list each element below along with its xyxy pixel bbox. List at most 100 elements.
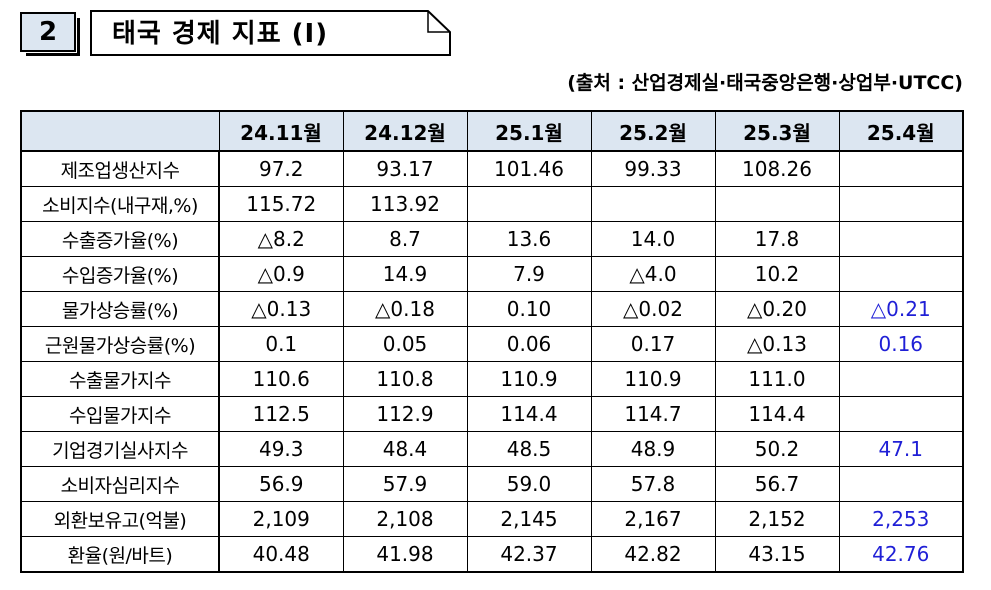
table-row: 근원물가상승률(%) 0.1 0.05 0.06 0.17 △0.13 0.16: [20, 326, 964, 362]
table-cell: 48.4: [342, 431, 468, 467]
header-cell-2024-11: 24.11월: [218, 110, 344, 152]
title-box: 태국 경제 지표 (Ⅰ): [90, 10, 451, 56]
table-cell: 110.6: [218, 361, 344, 397]
section-number-badge: 2: [20, 12, 80, 56]
table-cell: 114.4: [714, 396, 840, 432]
table-cell: 14.9: [342, 256, 468, 292]
table-cell: 50.2: [714, 431, 840, 467]
table-cell: 40.48: [218, 536, 344, 573]
table-cell: 0.16: [838, 326, 964, 362]
table-cell: 48.9: [590, 431, 716, 467]
table-cell: 0.17: [590, 326, 716, 362]
table-cell: [590, 186, 716, 222]
row-label: 외환보유고(억불): [20, 501, 220, 537]
header-row: 24.11월 24.12월 25.1월 25.2월 25.3월 25.4월: [20, 110, 964, 152]
table-cell: △0.20: [714, 291, 840, 327]
row-label: 제조업생산지수: [20, 150, 220, 187]
table-cell: 43.15: [714, 536, 840, 573]
table-cell: 0.05: [342, 326, 468, 362]
table-row: 제조업생산지수 97.2 93.17 101.46 99.33 108.26: [20, 150, 964, 187]
table-row: 물가상승률(%) △0.13 △0.18 0.10 △0.02 △0.20 △0…: [20, 291, 964, 327]
table-cell: 99.33: [590, 150, 716, 187]
table-cell: 47.1: [838, 431, 964, 467]
page-title: 태국 경제 지표 (Ⅰ): [112, 19, 329, 49]
table-row: 수출증가율(%) △8.2 8.7 13.6 14.0 17.8: [20, 221, 964, 257]
table-cell: 7.9: [466, 256, 592, 292]
table-cell: 2,167: [590, 501, 716, 537]
table-cell: △0.02: [590, 291, 716, 327]
table-cell: 2,145: [466, 501, 592, 537]
table-cell: [466, 186, 592, 222]
table-cell: 97.2: [218, 150, 344, 187]
table-cell: 49.3: [218, 431, 344, 467]
row-label: 수입물가지수: [20, 396, 220, 432]
table-cell: 14.0: [590, 221, 716, 257]
table-cell: 8.7: [342, 221, 468, 257]
table-cell: 56.9: [218, 466, 344, 502]
row-label: 근원물가상승률(%): [20, 326, 220, 362]
table-cell: [838, 221, 964, 257]
table-cell: [838, 466, 964, 502]
table-row: 소비자심리지수 56.9 57.9 59.0 57.8 56.7: [20, 466, 964, 502]
table-cell: [838, 396, 964, 432]
table-cell: 0.06: [466, 326, 592, 362]
row-label: 물가상승률(%): [20, 291, 220, 327]
table-cell: 17.8: [714, 221, 840, 257]
table-cell: 110.8: [342, 361, 468, 397]
table-cell: 2,152: [714, 501, 840, 537]
table-cell: 110.9: [466, 361, 592, 397]
table-cell: 42.37: [466, 536, 592, 573]
table-row: 소비지수(내구재,%) 115.72 113.92: [20, 186, 964, 222]
header-cell-2025-01: 25.1월: [466, 110, 592, 152]
table-cell: [838, 256, 964, 292]
row-label: 환율(원/바트): [20, 536, 220, 573]
table-cell: [838, 186, 964, 222]
indicator-table: 24.11월 24.12월 25.1월 25.2월 25.3월 25.4월 제조…: [20, 110, 964, 573]
table-cell: 2,253: [838, 501, 964, 537]
table-cell: 115.72: [218, 186, 344, 222]
table-header: 24.11월 24.12월 25.1월 25.2월 25.3월 25.4월: [20, 110, 964, 152]
table-cell: 48.5: [466, 431, 592, 467]
row-label: 소비지수(내구재,%): [20, 186, 220, 222]
table-cell: 0.10: [466, 291, 592, 327]
table-row: 외환보유고(억불) 2,109 2,108 2,145 2,167 2,152 …: [20, 501, 964, 537]
table-cell: 56.7: [714, 466, 840, 502]
table-cell: △0.21: [838, 291, 964, 327]
table-cell: △4.0: [590, 256, 716, 292]
row-label: 소비자심리지수: [20, 466, 220, 502]
table-cell: 10.2: [714, 256, 840, 292]
table-cell: △0.13: [218, 291, 344, 327]
table-cell: 59.0: [466, 466, 592, 502]
table-cell: 113.92: [342, 186, 468, 222]
table-cell: 0.1: [218, 326, 344, 362]
table-cell: 101.46: [466, 150, 592, 187]
table-cell: △0.18: [342, 291, 468, 327]
table-cell: 112.9: [342, 396, 468, 432]
table-cell: 108.26: [714, 150, 840, 187]
table-row: 환율(원/바트) 40.48 41.98 42.37 42.82 43.15 4…: [20, 536, 964, 573]
header-cell-2024-12: 24.12월: [342, 110, 468, 152]
title-box-frame: [90, 10, 451, 56]
source-note: (출처 : 산업경제실·태국중앙은행·상업부·UTCC): [567, 72, 963, 94]
section-number: 2: [38, 17, 58, 47]
table-row: 기업경기실사지수 49.3 48.4 48.5 48.9 50.2 47.1: [20, 431, 964, 467]
table-cell: 111.0: [714, 361, 840, 397]
row-label: 기업경기실사지수: [20, 431, 220, 467]
row-label: 수입증가율(%): [20, 256, 220, 292]
table-cell: 2,109: [218, 501, 344, 537]
table-cell: 42.76: [838, 536, 964, 573]
table-cell: 114.7: [590, 396, 716, 432]
table-cell: 57.8: [590, 466, 716, 502]
table-cell: △8.2: [218, 221, 344, 257]
table-row: 수출물가지수 110.6 110.8 110.9 110.9 111.0: [20, 361, 964, 397]
table-cell: 42.82: [590, 536, 716, 573]
table-cell: [714, 186, 840, 222]
table-cell: 114.4: [466, 396, 592, 432]
header-cell-2025-03: 25.3월: [714, 110, 840, 152]
table-cell: 93.17: [342, 150, 468, 187]
table-cell: 110.9: [590, 361, 716, 397]
table-cell: 57.9: [342, 466, 468, 502]
header-cell-2025-02: 25.2월: [590, 110, 716, 152]
table-cell: △0.9: [218, 256, 344, 292]
table-cell: [838, 361, 964, 397]
